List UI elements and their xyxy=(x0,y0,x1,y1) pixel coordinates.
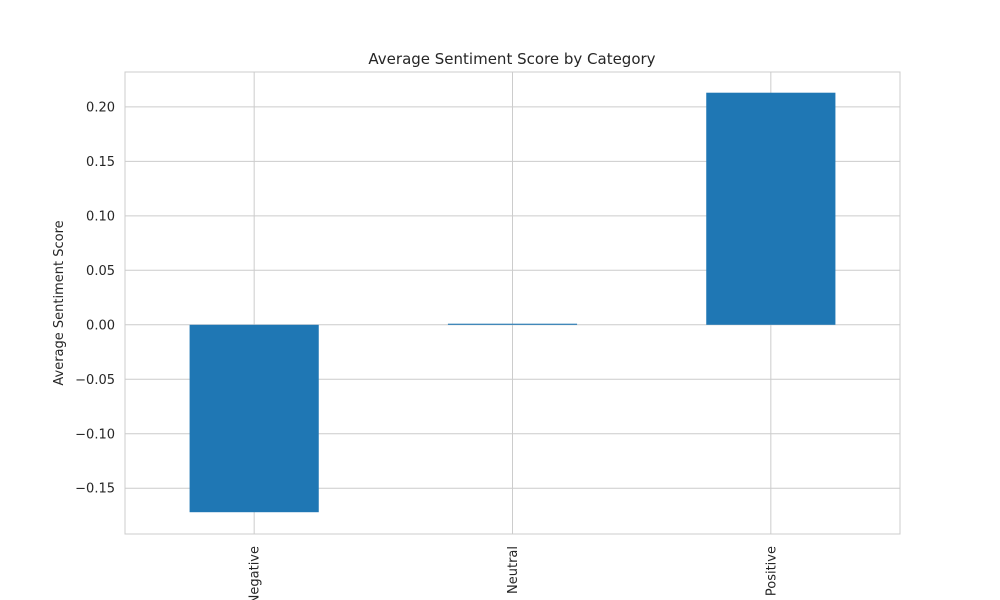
y-tick-label: −0.15 xyxy=(75,482,115,497)
y-tick-label: 0.15 xyxy=(86,155,115,170)
y-tick-labels: −0.15 −0.10 −0.05 0.00 0.05 0.10 0.15 0.20 xyxy=(75,100,115,496)
x-tick-labels: Negative Neutral Positive xyxy=(248,546,780,600)
y-tick-label: 0.05 xyxy=(86,264,115,279)
y-tick-label: 0.20 xyxy=(86,100,115,115)
x-tick-label: Negative xyxy=(248,546,263,600)
plot-frame xyxy=(124,71,901,535)
y-tick-label: 0.00 xyxy=(86,318,115,333)
y-tick-label: −0.10 xyxy=(75,427,115,442)
y-tick-label: −0.05 xyxy=(75,373,115,388)
bars-layer xyxy=(189,92,836,513)
y-tick-label: 0.10 xyxy=(86,209,115,224)
bar-positive xyxy=(706,92,836,325)
chart-title: Average Sentiment Score by Category xyxy=(368,50,655,68)
bar-neutral xyxy=(447,323,578,325)
y-axis-label: Average Sentiment Score xyxy=(52,220,67,385)
x-tick-label: Positive xyxy=(764,546,779,596)
bar-negative xyxy=(189,324,319,513)
x-tick-label: Neutral xyxy=(506,546,521,594)
